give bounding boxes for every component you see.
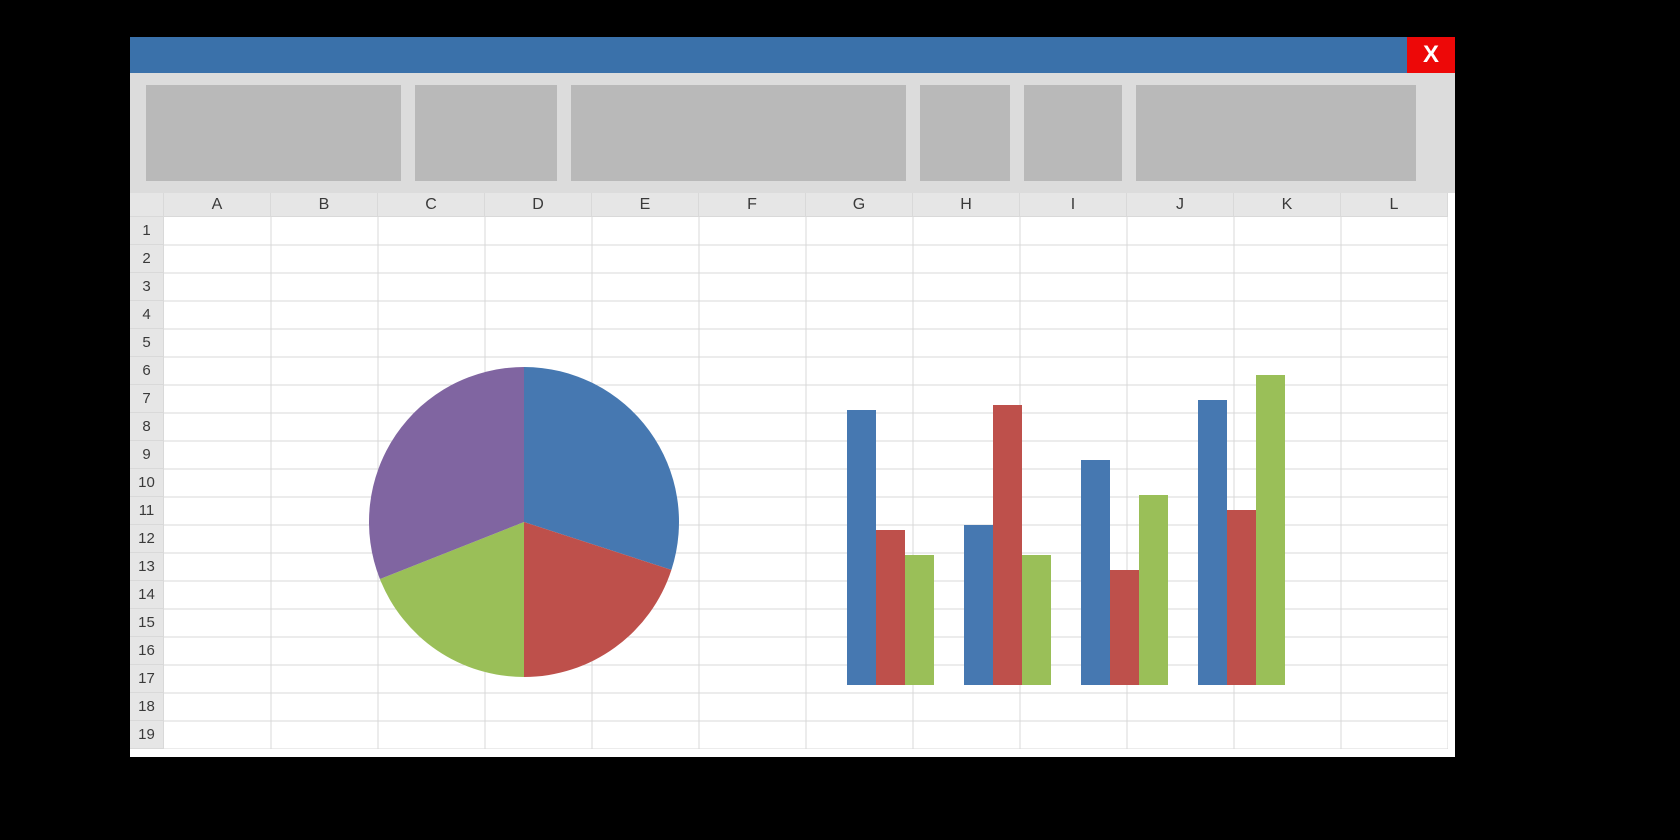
row-header[interactable]: 4 — [130, 301, 164, 329]
row-header[interactable]: 13 — [130, 553, 164, 581]
ribbon-group[interactable] — [1136, 85, 1416, 181]
bar — [1110, 570, 1139, 685]
column-header[interactable]: B — [271, 193, 378, 217]
bar — [876, 530, 905, 685]
close-icon: X — [1423, 41, 1439, 69]
column-header[interactable]: E — [592, 193, 699, 217]
row-header[interactable]: 17 — [130, 665, 164, 693]
cells-area[interactable] — [164, 217, 1455, 757]
row-header[interactable]: 9 — [130, 441, 164, 469]
bar — [1022, 555, 1051, 685]
titlebar[interactable]: X — [130, 37, 1455, 73]
select-all-corner[interactable] — [130, 193, 164, 217]
column-header[interactable]: A — [164, 193, 271, 217]
row-header[interactable]: 10 — [130, 469, 164, 497]
column-header[interactable]: K — [1234, 193, 1341, 217]
row-header[interactable]: 3 — [130, 273, 164, 301]
column-header[interactable]: J — [1127, 193, 1234, 217]
row-header[interactable]: 12 — [130, 525, 164, 553]
bar — [1081, 460, 1110, 685]
row-header[interactable]: 18 — [130, 693, 164, 721]
row-header[interactable]: 7 — [130, 385, 164, 413]
bar-chart — [845, 373, 1287, 687]
column-header[interactable]: L — [1341, 193, 1448, 217]
pie-slice — [524, 522, 671, 677]
app-window: X ABCDEFGHIJKL 1234567891011121314151617… — [130, 37, 1455, 757]
gridlines — [164, 217, 1448, 749]
bar — [1198, 400, 1227, 685]
column-header[interactable]: H — [913, 193, 1020, 217]
ribbon-group[interactable] — [920, 85, 1010, 181]
row-header[interactable]: 5 — [130, 329, 164, 357]
row-headers: 12345678910111213141516171819 — [130, 217, 164, 757]
spreadsheet-grid[interactable]: ABCDEFGHIJKL 123456789101112131415161718… — [130, 193, 1455, 757]
row-header[interactable]: 1 — [130, 217, 164, 245]
pie-chart — [367, 365, 681, 679]
row-header[interactable]: 6 — [130, 357, 164, 385]
column-header[interactable]: I — [1020, 193, 1127, 217]
bar — [905, 555, 934, 685]
column-header[interactable]: C — [378, 193, 485, 217]
row-header[interactable]: 16 — [130, 637, 164, 665]
bar — [993, 405, 1022, 685]
column-header[interactable]: F — [699, 193, 806, 217]
row-header[interactable]: 14 — [130, 581, 164, 609]
column-header[interactable]: G — [806, 193, 913, 217]
bar — [1227, 510, 1256, 685]
row-header[interactable]: 11 — [130, 497, 164, 525]
bar — [1256, 375, 1285, 685]
row-header[interactable]: 15 — [130, 609, 164, 637]
bar — [847, 410, 876, 685]
ribbon-group[interactable] — [146, 85, 401, 181]
pie-slice — [524, 367, 679, 570]
row-header[interactable]: 8 — [130, 413, 164, 441]
pie-slice — [369, 367, 524, 579]
pie-slice — [380, 522, 524, 677]
ribbon — [130, 73, 1455, 193]
row-header[interactable]: 2 — [130, 245, 164, 273]
column-headers: ABCDEFGHIJKL — [130, 193, 1455, 217]
close-button[interactable]: X — [1407, 37, 1455, 73]
ribbon-group[interactable] — [1024, 85, 1122, 181]
ribbon-group[interactable] — [571, 85, 906, 181]
column-header[interactable]: D — [485, 193, 592, 217]
ribbon-group[interactable] — [415, 85, 557, 181]
bar — [964, 525, 993, 685]
bar — [1139, 495, 1168, 685]
row-header[interactable]: 19 — [130, 721, 164, 749]
